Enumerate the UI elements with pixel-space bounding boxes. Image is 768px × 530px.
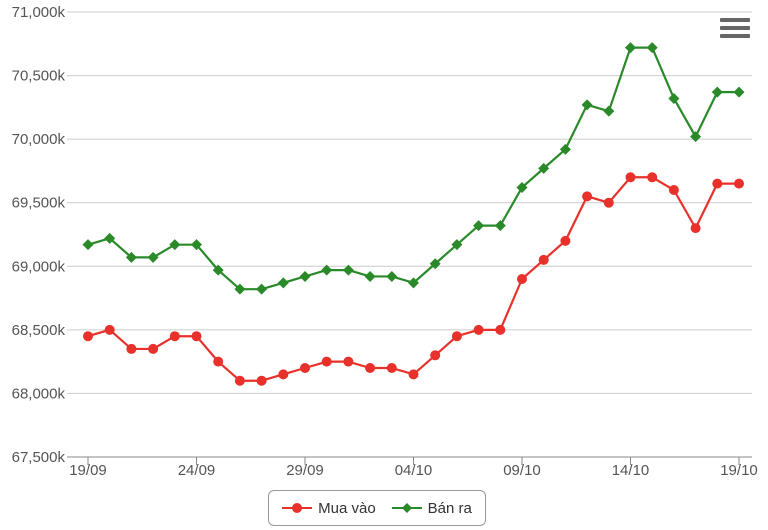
data-point-diamond (733, 86, 745, 98)
data-point-diamond (603, 105, 615, 117)
x-axis: 19/09 24/09 29/09 04/10 09/10 14/10 19/10 (67, 456, 758, 479)
data-point-circle (734, 178, 744, 189)
data-point-diamond (147, 251, 159, 263)
legend-item-mua-vao[interactable]: Mua vào (282, 500, 376, 517)
data-point-diamond (538, 162, 550, 174)
data-point-circle (582, 191, 593, 202)
data-point-diamond (516, 181, 528, 193)
legend-item-ban-ra[interactable]: Bán ra (391, 499, 472, 517)
data-point-circle (104, 324, 115, 335)
data-point-diamond (342, 264, 354, 276)
data-point-circle (300, 363, 310, 373)
data-point-circle (343, 356, 354, 367)
data-point-circle (386, 363, 397, 373)
data-point-diamond (408, 277, 419, 289)
data-point-diamond (690, 131, 702, 143)
chart-menu-button[interactable] (720, 18, 750, 44)
hamburger-menu-icon-bar (720, 34, 750, 38)
y-tick-label: 69,000k (12, 258, 66, 275)
data-point-circle (517, 274, 527, 284)
data-point-circle (256, 375, 267, 386)
data-point-diamond (625, 42, 636, 54)
data-point-circle (625, 172, 636, 183)
data-point-circle (430, 350, 441, 361)
y-tick-label: 68,500k (12, 322, 66, 339)
data-point-diamond (234, 283, 246, 295)
data-point-circle (473, 324, 484, 335)
x-tick-label: 29/09 (286, 462, 324, 479)
data-point-diamond (212, 264, 224, 276)
data-point-diamond (668, 92, 680, 104)
data-point-diamond (711, 86, 723, 98)
x-tick-label: 14/10 (612, 462, 650, 479)
data-point-circle (83, 331, 93, 342)
hamburger-menu-icon-bar (720, 26, 750, 30)
data-point-diamond (473, 220, 485, 232)
data-point-circle (234, 375, 245, 386)
series-line-1 (87, 46, 739, 291)
data-point-circle (213, 356, 224, 367)
data-point-diamond (277, 277, 289, 289)
data-point-circle (321, 356, 332, 367)
data-point-circle (495, 324, 506, 335)
diamond-marker-icon (391, 503, 422, 513)
y-tick-label: 69,500k (12, 195, 66, 212)
data-point-diamond (451, 239, 463, 251)
data-point-circle (668, 185, 679, 195)
x-tick-label: 09/10 (503, 462, 541, 479)
y-tick-label: 71,000k (12, 4, 66, 21)
grid-lines (67, 11, 752, 458)
y-tick-label: 70,500k (12, 68, 66, 85)
data-point-circle (560, 235, 571, 246)
x-tick-label: 04/10 (395, 462, 433, 479)
x-tick-label: 19/10 (720, 462, 758, 479)
circle-marker-icon (282, 503, 313, 513)
y-tick-label: 67,500k (12, 449, 66, 466)
line-chart: 67,500k 68,000k 68,500k 69,000k 69,500k 70,00… (12, 4, 758, 479)
data-point-circle (647, 172, 658, 183)
data-point-diamond (169, 239, 181, 251)
data-point-circle (148, 343, 159, 354)
data-point-circle (603, 197, 614, 208)
data-point-circle (451, 331, 462, 342)
hamburger-menu-icon (720, 18, 750, 22)
data-point-circle (126, 343, 137, 354)
data-point-diamond (646, 42, 658, 54)
data-point-circle (712, 178, 723, 189)
x-tick-label: 19/09 (69, 462, 107, 479)
data-point-circle (365, 363, 376, 373)
y-tick-label: 68,000k (12, 385, 66, 402)
data-point-circle (538, 254, 549, 265)
data-point-diamond (386, 270, 398, 282)
legend-label-ban-ra: Bán ra (427, 499, 472, 517)
data-point-diamond (494, 220, 506, 232)
data-point-circle (408, 369, 419, 380)
data-point-diamond (104, 232, 116, 244)
legend-label-mua-vao: Mua vào (318, 499, 376, 517)
x-tick-label: 24/09 (178, 462, 216, 479)
data-point-diamond (256, 283, 268, 295)
data-point-circle (169, 331, 180, 342)
data-point-diamond (82, 239, 94, 251)
data-point-diamond (559, 143, 571, 155)
data-point-diamond (581, 99, 593, 111)
data-point-diamond (364, 270, 376, 282)
y-axis-ticks: 67,500k 68,000k 68,500k 69,000k 69,500k 70,00… (12, 4, 66, 466)
data-point-diamond (125, 251, 137, 263)
data-point-diamond (191, 239, 202, 251)
data-point-circle (278, 369, 289, 380)
data-point-diamond (321, 264, 333, 276)
data-point-circle (191, 331, 202, 342)
y-tick-label: 70,000k (12, 131, 66, 148)
data-point-circle (690, 223, 701, 234)
series-layer (82, 42, 745, 386)
chart-legend: Mua vào Bán ra (268, 490, 486, 526)
data-point-diamond (299, 270, 311, 282)
data-point-diamond (429, 258, 441, 270)
